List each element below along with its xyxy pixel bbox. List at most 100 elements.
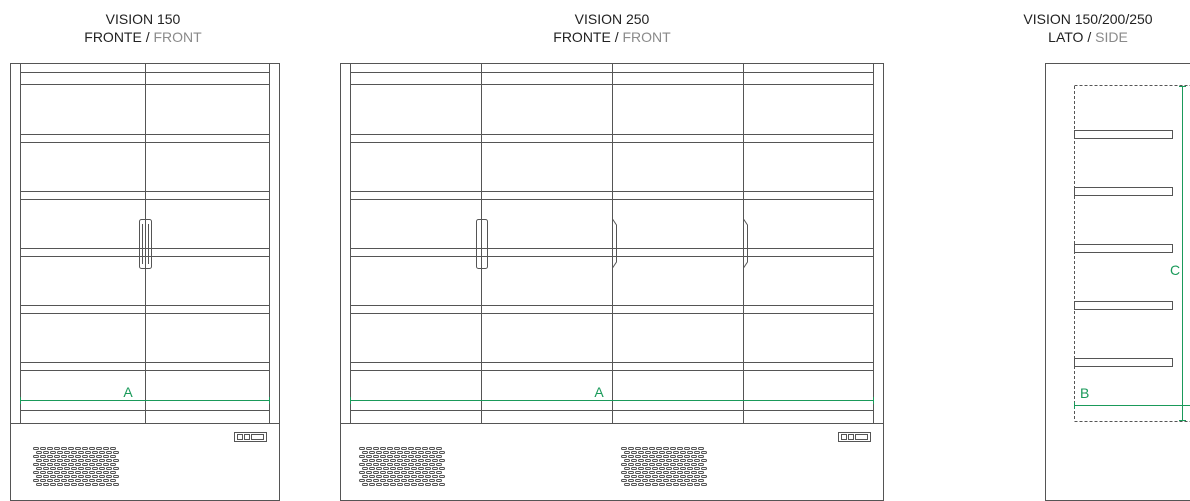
vent-slot xyxy=(645,475,651,478)
vent-slot xyxy=(698,463,704,466)
vent-slot xyxy=(670,455,676,458)
vision150-title-line2: FRONTE / FRONT xyxy=(84,29,202,45)
vent-slot xyxy=(621,479,627,482)
vent-slot xyxy=(85,475,91,478)
vision250-title-line1: VISION 250 xyxy=(575,11,650,27)
vent-slot xyxy=(694,459,700,462)
vision250-parts xyxy=(350,63,874,486)
vent-slot xyxy=(701,467,707,470)
vent-slot xyxy=(680,467,686,470)
vent-slot xyxy=(677,471,683,474)
vent-slot xyxy=(680,459,686,462)
door-handle xyxy=(476,219,488,269)
vent-slot xyxy=(54,479,60,482)
vent-slot xyxy=(366,471,372,474)
vent-slot xyxy=(359,471,365,474)
vent-slot xyxy=(373,455,379,458)
vent-slot xyxy=(436,447,442,450)
vent-slot xyxy=(656,471,662,474)
vent-slot xyxy=(663,447,669,450)
side-title-line2: LATO / SIDE xyxy=(1048,29,1128,45)
vent-slot xyxy=(432,451,438,454)
vent-slot xyxy=(628,447,634,450)
vent-slot xyxy=(383,451,389,454)
vent-slot xyxy=(408,455,414,458)
vent-slot xyxy=(673,451,679,454)
vent-slot xyxy=(106,451,112,454)
vent-slot xyxy=(78,459,84,462)
vent-slot xyxy=(380,471,386,474)
vent-slot xyxy=(394,455,400,458)
vent-slot xyxy=(628,471,634,474)
vent-slot xyxy=(701,451,707,454)
vent-slot xyxy=(57,483,63,486)
vent-slot xyxy=(89,447,95,450)
vent-slot xyxy=(691,447,697,450)
vent-slot xyxy=(439,451,445,454)
vent-slot xyxy=(380,479,386,482)
vent-slot xyxy=(631,459,637,462)
vent-slot xyxy=(687,475,693,478)
vent-slot xyxy=(43,483,49,486)
vent-slot xyxy=(369,483,375,486)
vent-slot xyxy=(687,467,693,470)
vent-slot xyxy=(422,455,428,458)
vent-slot xyxy=(362,467,368,470)
vent-slot xyxy=(621,471,627,474)
vision150-control-panel xyxy=(234,432,267,442)
vent-slot xyxy=(99,451,105,454)
vent-slot xyxy=(43,475,49,478)
vent-slot xyxy=(432,483,438,486)
vent-slot xyxy=(624,467,630,470)
vent-slot xyxy=(624,459,630,462)
vent-slot xyxy=(68,447,74,450)
side-shelf xyxy=(1074,130,1173,139)
vision250-control-panel xyxy=(838,432,871,442)
vent-slot xyxy=(75,471,81,474)
side-shelf xyxy=(1074,301,1173,310)
vent-slot xyxy=(61,455,67,458)
vent-slot xyxy=(404,467,410,470)
vent-slot xyxy=(411,475,417,478)
vent-slot xyxy=(82,479,88,482)
vent-slot xyxy=(631,451,637,454)
vent-slot xyxy=(383,459,389,462)
vent-slot xyxy=(691,463,697,466)
vent-slot xyxy=(78,451,84,454)
vent-slot xyxy=(680,483,686,486)
vent-slot xyxy=(50,475,56,478)
vent-slot xyxy=(673,467,679,470)
vent-slot xyxy=(429,447,435,450)
vent-slot xyxy=(694,483,700,486)
vent-slot xyxy=(106,475,112,478)
vent-slot xyxy=(61,463,67,466)
side-title-line1: VISION 150/200/250 xyxy=(1023,11,1152,27)
vent-slot xyxy=(439,467,445,470)
vent-slot xyxy=(687,459,693,462)
vision250-front-title: VISION 250 FRONTE / FRONT xyxy=(553,11,671,45)
vent-slot xyxy=(666,459,672,462)
vent-slot xyxy=(429,455,435,458)
vent-slot xyxy=(85,459,91,462)
vent-slot xyxy=(436,455,442,458)
vent-slot xyxy=(54,455,60,458)
vent-slot xyxy=(89,471,95,474)
vent-slot xyxy=(359,463,365,466)
vent-slot xyxy=(33,447,39,450)
vent-slot xyxy=(47,463,53,466)
vent-slot xyxy=(397,467,403,470)
vent-slot xyxy=(684,455,690,458)
vent-slot xyxy=(663,471,669,474)
vent-slot xyxy=(376,467,382,470)
vent-slot xyxy=(369,459,375,462)
vent-slot xyxy=(652,467,658,470)
vent-slot xyxy=(418,451,424,454)
side-dimension-b-label: B xyxy=(1080,385,1089,401)
vent-slot xyxy=(624,483,630,486)
vent-slot xyxy=(628,463,634,466)
vent-slot xyxy=(36,459,42,462)
vent-slot xyxy=(103,447,109,450)
vent-slot xyxy=(659,483,665,486)
vent-slot xyxy=(642,479,648,482)
vent-slot xyxy=(390,483,396,486)
